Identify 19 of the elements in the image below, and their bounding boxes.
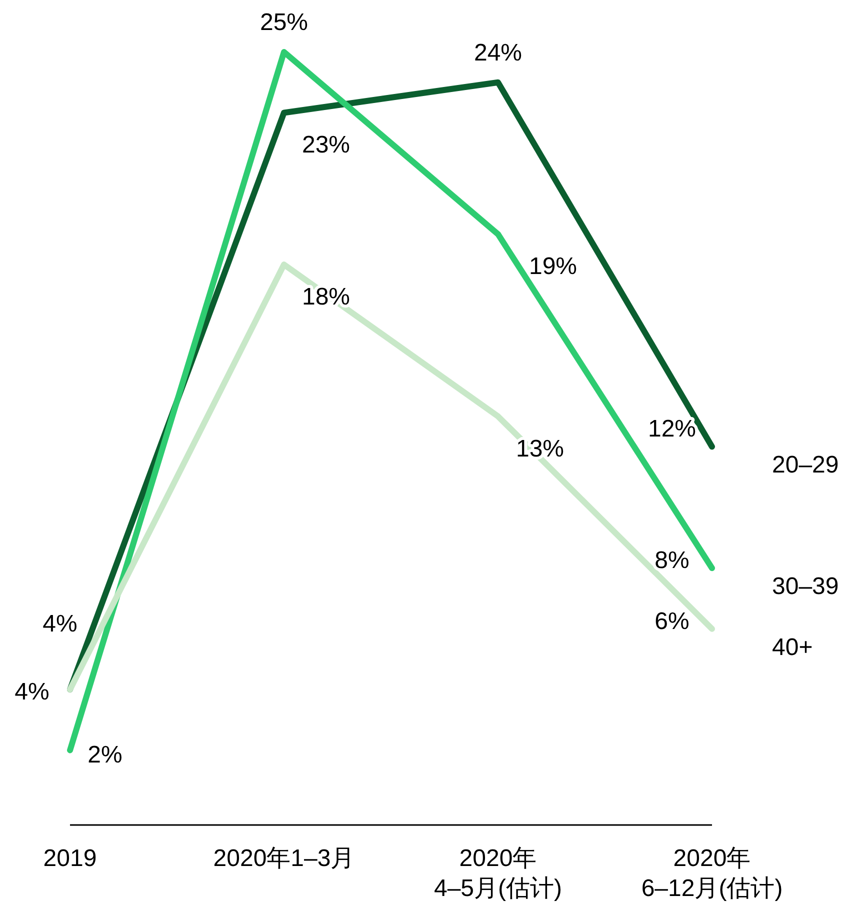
x-tick-label: 2020年 4–5月(估计) [434, 845, 562, 902]
data-label: 2% [88, 741, 122, 768]
data-label: 19% [528, 253, 578, 280]
data-label: 25% [260, 9, 308, 36]
text: 20–29 [772, 452, 839, 479]
x-tick-label: 2020年1–3月 [213, 845, 355, 872]
data-label: 23% [302, 132, 350, 159]
text: 40+ [772, 634, 813, 661]
data-label: 6% [654, 608, 690, 635]
data-label: 13% [516, 435, 564, 462]
x-tick-label: 2019 [43, 845, 97, 872]
data-label: 24% [474, 39, 522, 66]
data-label: 4% [14, 678, 50, 706]
data-label: 12% [648, 416, 696, 443]
data-label: 18% [302, 284, 350, 311]
data-label: 4% [42, 610, 78, 638]
data-label: 8% [654, 547, 690, 574]
text: 30–39 [772, 573, 839, 600]
x-tick-label: 2020年 6–12月(估计) [641, 845, 783, 902]
